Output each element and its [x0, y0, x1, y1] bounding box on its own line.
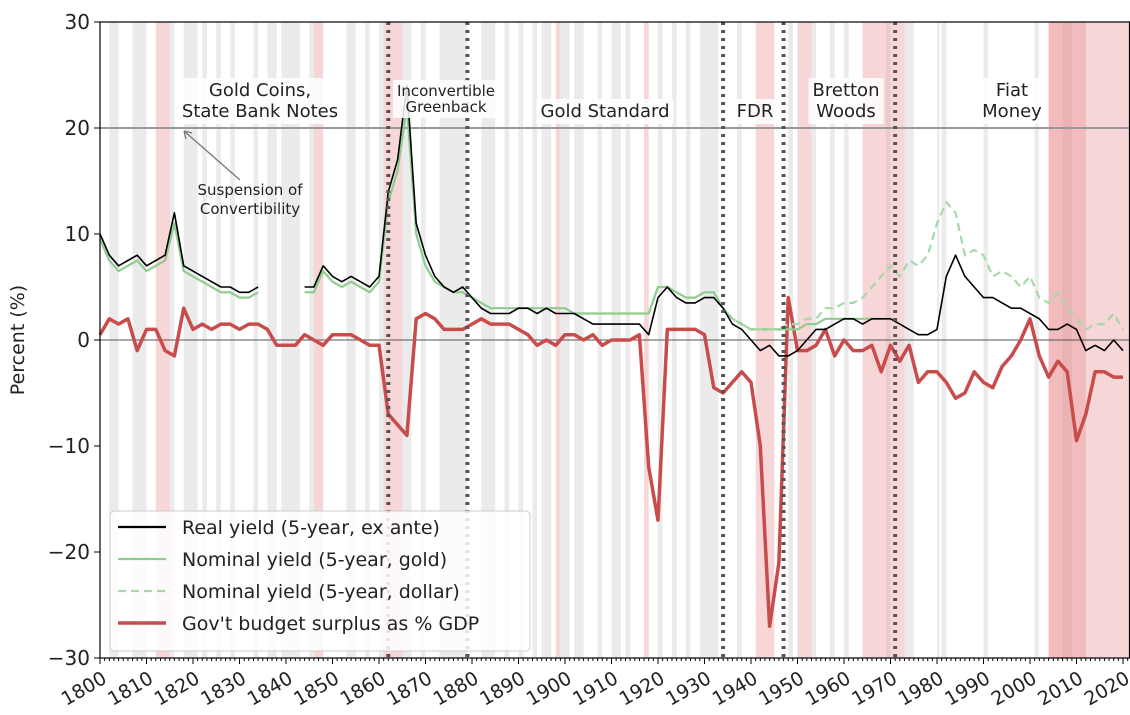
era-label: FDR	[732, 99, 778, 124]
x-tick-label: 1830	[197, 667, 250, 710]
legend-box	[109, 510, 531, 652]
x-tick-label: 1930	[662, 667, 715, 710]
series-line	[722, 201, 1124, 331]
x-tick-label: 1940	[709, 667, 762, 710]
y-tick-label: −30	[48, 646, 90, 670]
x-tick-label: 2000	[988, 667, 1041, 710]
x-tick-label: 2010	[1034, 667, 1087, 710]
y-tick-label: 0	[77, 328, 90, 352]
annotation-arrow	[183, 130, 241, 181]
legend-label: Real yield (5-year, ex ante)	[182, 517, 440, 539]
x-tick-label: 1950	[755, 667, 808, 710]
x-tick-label: 1910	[569, 667, 622, 710]
era-label: Gold Coins,State Bank Notes	[177, 78, 343, 124]
legend-label: Nominal yield (5-year, dollar)	[182, 581, 460, 603]
x-tick-label: 1960	[802, 667, 855, 710]
legend-label: Nominal yield (5-year, gold)	[182, 549, 447, 571]
era-label-text: Money	[982, 101, 1042, 122]
x-tick-label: 1840	[244, 667, 297, 710]
x-tick-label: 1920	[616, 667, 669, 710]
era-label-bg	[732, 99, 778, 124]
x-tick-label: 1980	[895, 667, 948, 710]
x-tick-label: 1900	[523, 667, 576, 710]
x-tick-label: 1860	[337, 667, 390, 710]
x-tick-label: 1990	[941, 667, 994, 710]
era-label-text: Fiat	[996, 80, 1028, 101]
era-label: Gold Standard	[536, 99, 674, 124]
era-label-text: Gold Standard	[541, 101, 670, 122]
series-line	[99, 84, 1124, 357]
era-label-text: Greenback	[405, 98, 486, 116]
x-tick-label: 1850	[290, 667, 343, 710]
x-tick-label: 1880	[430, 667, 483, 710]
y-tick-label: 20	[65, 116, 90, 140]
arrow-head	[183, 130, 193, 140]
era-label-bg	[536, 99, 674, 124]
annotation-text: Convertibility	[200, 200, 300, 218]
series-line	[98, 105, 882, 331]
y-tick-label: −10	[48, 434, 90, 458]
era-label-bg	[392, 80, 500, 118]
x-tick-label: 1870	[383, 667, 436, 710]
era-label-text: Woods	[816, 101, 876, 122]
era-label-bg	[808, 78, 884, 124]
annotation-text: Suspension of	[198, 181, 304, 199]
era-label-bg	[978, 78, 1047, 124]
x-tick-label: 2020	[1081, 667, 1130, 710]
x-tick-label: 1890	[476, 667, 529, 710]
y-tick-label: −20	[48, 540, 90, 564]
era-label-text: Gold Coins,	[209, 80, 311, 101]
x-tick-label: 1970	[848, 667, 901, 710]
series-line	[98, 295, 1123, 628]
era-label-text: FDR	[737, 101, 774, 122]
era-label-text: Bretton	[813, 80, 880, 101]
y-tick-label: 10	[65, 222, 90, 246]
y-tick-label: 30	[65, 10, 90, 34]
legend-label: Gov't budget surplus as % GDP	[182, 613, 479, 635]
x-tick-label: 1820	[151, 667, 204, 710]
era-label-bg	[177, 78, 343, 124]
y-axis-label: Percent (%)	[7, 285, 29, 395]
x-tick-label: 1810	[104, 667, 157, 710]
era-label-text: State Bank Notes	[182, 101, 338, 122]
era-label-text: Inconvertible	[397, 82, 495, 100]
x-tick-label: 1800	[58, 667, 111, 710]
